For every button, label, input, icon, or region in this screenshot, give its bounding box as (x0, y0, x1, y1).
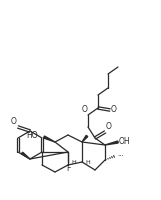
Polygon shape (21, 152, 30, 159)
Text: ···: ··· (117, 153, 124, 159)
Polygon shape (105, 141, 118, 145)
Text: O: O (111, 106, 117, 114)
Polygon shape (43, 136, 55, 142)
Text: O: O (11, 117, 17, 126)
Text: H: H (71, 160, 76, 166)
Text: O: O (82, 105, 88, 114)
Text: OH: OH (119, 138, 131, 146)
Polygon shape (82, 135, 88, 142)
Text: F: F (66, 164, 70, 173)
Text: HO: HO (26, 130, 38, 140)
Text: H: H (85, 160, 90, 166)
Text: O: O (106, 122, 112, 131)
